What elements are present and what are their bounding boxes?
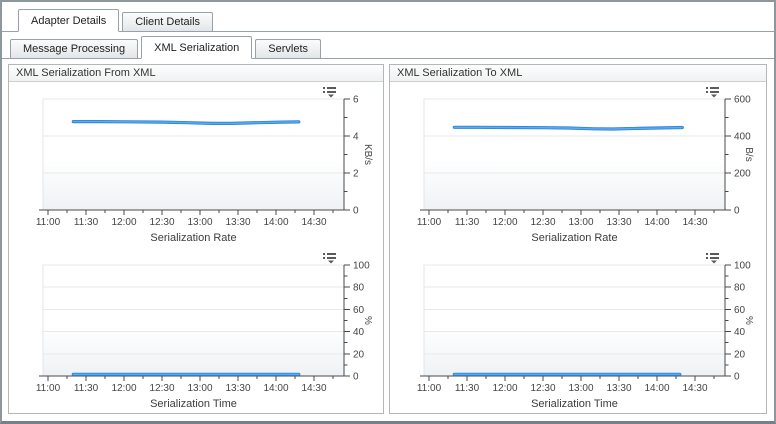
svg-text:100: 100 bbox=[734, 261, 751, 272]
panel-xml-serialization-from-xml: XML Serialization From XML 0 2 4 6 KB/s 11:00… bbox=[8, 64, 384, 414]
svg-text:80: 80 bbox=[353, 283, 365, 294]
svg-text:600: 600 bbox=[734, 95, 751, 106]
svg-text:Serialization Rate: Serialization Rate bbox=[531, 232, 617, 244]
tab-client-details[interactable]: Client Details bbox=[122, 12, 214, 31]
svg-text:13:00: 13:00 bbox=[187, 217, 212, 228]
svg-text:14:30: 14:30 bbox=[301, 383, 326, 394]
tab-adapter-details[interactable]: Adapter Details bbox=[18, 9, 120, 32]
panels-container: XML Serialization From XML 0 2 4 6 KB/s 11:00… bbox=[8, 64, 767, 414]
svg-text:13:00: 13:00 bbox=[568, 383, 593, 394]
svg-text:0: 0 bbox=[734, 206, 740, 217]
svg-text:400: 400 bbox=[734, 132, 751, 143]
legend-menu-icon[interactable] bbox=[706, 251, 722, 264]
svg-text:13:30: 13:30 bbox=[606, 217, 631, 228]
svg-text:60: 60 bbox=[734, 305, 746, 316]
svg-text:2: 2 bbox=[353, 169, 359, 180]
chart-canvas-serialization-rate[interactable]: 0 2 4 6 KB/s 11:00 11:30 12:00 12:30 13:00 13:30 14… bbox=[9, 82, 383, 248]
svg-text:14:30: 14:30 bbox=[301, 217, 326, 228]
svg-text:12:30: 12:30 bbox=[530, 217, 555, 228]
chart-serialization-rate-from-xml: 0 2 4 6 KB/s 11:00 11:30 12:00 12:30 13:00 13:30 14… bbox=[9, 82, 383, 248]
svg-text:12:00: 12:00 bbox=[492, 383, 517, 394]
svg-text:Serialization Rate: Serialization Rate bbox=[150, 232, 236, 244]
svg-text:0: 0 bbox=[353, 206, 359, 217]
svg-text:12:00: 12:00 bbox=[492, 217, 517, 228]
svg-text:%: % bbox=[362, 316, 373, 325]
svg-text:KB/s: KB/s bbox=[362, 144, 373, 165]
svg-text:14:30: 14:30 bbox=[682, 217, 707, 228]
tab-servlets[interactable]: Servlets bbox=[255, 39, 322, 58]
secondary-tab-bar: Message Processing XML Serialization Ser… bbox=[2, 34, 774, 59]
chart-canvas-serialization-time[interactable]: 0 20 40 60 80 100% 11:00 11:30 12:00 12:30 13:00 13… bbox=[390, 248, 764, 414]
svg-text:Serialization Time: Serialization Time bbox=[150, 398, 237, 410]
svg-text:20: 20 bbox=[734, 349, 746, 360]
svg-text:14:30: 14:30 bbox=[682, 383, 707, 394]
svg-text:12:30: 12:30 bbox=[530, 383, 555, 394]
svg-text:4: 4 bbox=[353, 132, 359, 143]
svg-text:200: 200 bbox=[734, 169, 751, 180]
svg-text:14:00: 14:00 bbox=[263, 217, 288, 228]
svg-text:11:00: 11:00 bbox=[417, 383, 442, 394]
chart-serialization-rate-to-xml: 0 200 400 600 B/s 11:00 11:30 12:00 12:30 13:00 13… bbox=[390, 82, 766, 248]
tab-message-processing[interactable]: Message Processing bbox=[10, 39, 139, 58]
chart-serialization-time-to-xml: 0 20 40 60 80 100% 11:00 11:30 12:00 12:30 13:00 13… bbox=[390, 248, 766, 414]
svg-text:12:30: 12:30 bbox=[149, 383, 174, 394]
svg-text:13:30: 13:30 bbox=[225, 217, 250, 228]
svg-text:40: 40 bbox=[353, 327, 365, 338]
svg-text:100: 100 bbox=[353, 261, 370, 272]
svg-text:11:30: 11:30 bbox=[74, 383, 99, 394]
panel-title: XML Serialization To XML bbox=[390, 65, 766, 82]
svg-text:11:30: 11:30 bbox=[74, 217, 99, 228]
svg-text:0: 0 bbox=[353, 372, 359, 383]
legend-menu-icon[interactable] bbox=[323, 251, 339, 264]
svg-text:13:30: 13:30 bbox=[225, 383, 250, 394]
svg-text:11:30: 11:30 bbox=[455, 383, 480, 394]
svg-text:60: 60 bbox=[353, 305, 365, 316]
chart-canvas-serialization-time[interactable]: 0 20 40 60 80 100% 11:00 11:30 12:00 12:30 13:00 13… bbox=[9, 248, 383, 414]
panel-xml-serialization-to-xml: XML Serialization To XML 0 200 400 600 B/s 11… bbox=[389, 64, 767, 414]
svg-text:%: % bbox=[743, 316, 754, 325]
svg-text:14:00: 14:00 bbox=[644, 383, 669, 394]
svg-text:6: 6 bbox=[353, 95, 359, 106]
svg-text:0: 0 bbox=[734, 372, 740, 383]
chart-canvas-serialization-rate[interactable]: 0 200 400 600 B/s 11:00 11:30 12:00 12:30 13:00 13… bbox=[390, 82, 764, 248]
legend-menu-icon[interactable] bbox=[706, 85, 722, 98]
legend-menu-icon[interactable] bbox=[323, 85, 339, 98]
panel-title: XML Serialization From XML bbox=[9, 65, 383, 82]
svg-text:12:00: 12:00 bbox=[111, 383, 136, 394]
svg-text:12:30: 12:30 bbox=[149, 217, 174, 228]
primary-tab-bar: Adapter Details Client Details bbox=[2, 9, 774, 32]
svg-text:40: 40 bbox=[734, 327, 746, 338]
tab-xml-serialization[interactable]: XML Serialization bbox=[141, 36, 253, 59]
svg-text:13:00: 13:00 bbox=[568, 217, 593, 228]
svg-text:B/s: B/s bbox=[743, 147, 754, 161]
svg-text:12:00: 12:00 bbox=[111, 217, 136, 228]
svg-text:14:00: 14:00 bbox=[263, 383, 288, 394]
svg-text:80: 80 bbox=[734, 283, 746, 294]
chart-serialization-time-from-xml: 0 20 40 60 80 100% 11:00 11:30 12:00 12:30 13:00 13… bbox=[9, 248, 383, 414]
svg-text:Serialization Time: Serialization Time bbox=[531, 398, 618, 410]
svg-text:13:00: 13:00 bbox=[187, 383, 212, 394]
svg-text:11:00: 11:00 bbox=[36, 217, 61, 228]
svg-text:11:00: 11:00 bbox=[417, 217, 442, 228]
svg-text:11:00: 11:00 bbox=[36, 383, 61, 394]
svg-text:13:30: 13:30 bbox=[606, 383, 631, 394]
svg-text:14:00: 14:00 bbox=[644, 217, 669, 228]
svg-text:20: 20 bbox=[353, 349, 365, 360]
svg-text:11:30: 11:30 bbox=[455, 217, 480, 228]
